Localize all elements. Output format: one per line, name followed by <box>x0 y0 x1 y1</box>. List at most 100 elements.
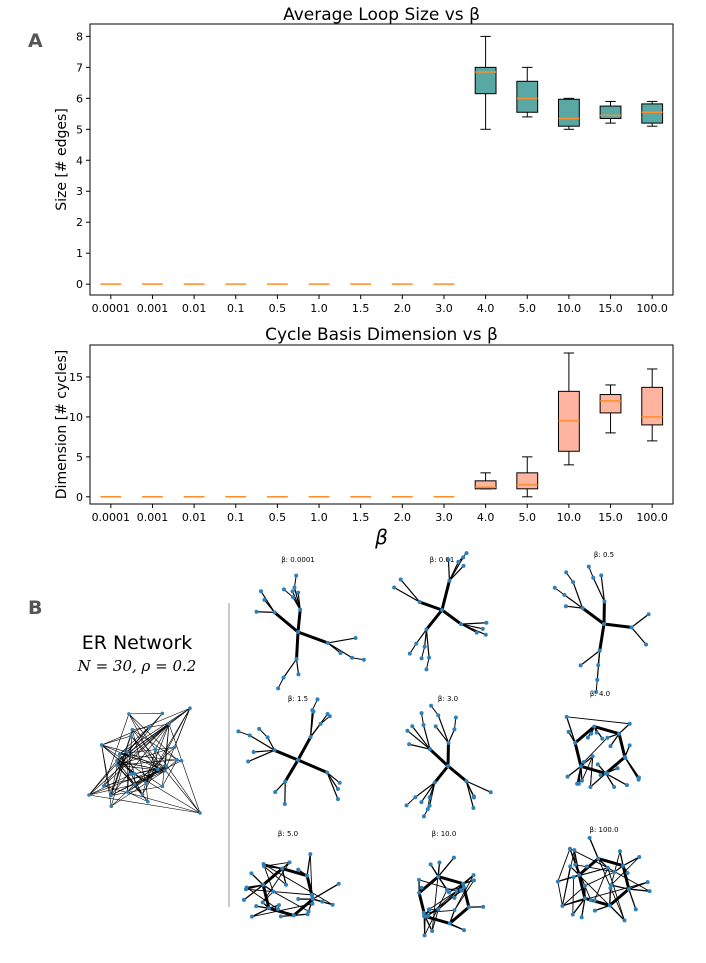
graph-node <box>437 860 442 865</box>
graph-node <box>417 877 422 882</box>
graph-node <box>272 748 277 753</box>
graph-node <box>581 759 586 764</box>
graph-edge <box>566 716 576 744</box>
graph-node <box>481 904 486 909</box>
graph-edge <box>263 863 333 906</box>
graph-edge <box>280 914 294 917</box>
box-5.0 <box>516 66 539 118</box>
graph-edge <box>296 609 302 633</box>
graph-edge <box>594 867 609 901</box>
er-network-params: N = 30, ρ = 0.2 <box>77 657 197 675</box>
graph-node <box>612 784 617 789</box>
tree-graph-6: β: 4.0 <box>564 690 641 789</box>
graph-node <box>109 804 114 808</box>
graph-edge <box>101 744 135 775</box>
graph-node <box>462 928 467 933</box>
x-tick-label: 100.0 <box>636 302 668 315</box>
graph-node <box>579 915 584 920</box>
graph-node <box>308 735 313 740</box>
box-iqr <box>599 394 622 414</box>
x-tick-label: 15.0 <box>598 302 623 315</box>
box-10.0 <box>557 97 580 130</box>
graph-node <box>592 908 597 913</box>
graph-node <box>281 587 286 592</box>
graph-node <box>283 882 288 887</box>
graph-node <box>552 585 557 590</box>
graph-title: β: 5.0 <box>278 830 298 838</box>
graph-node <box>446 890 451 895</box>
graph-edge <box>617 733 627 758</box>
graph-node <box>423 914 428 919</box>
graph-node <box>425 807 430 812</box>
graph-node <box>590 754 595 759</box>
graph-node <box>167 722 171 726</box>
graph-edge <box>605 772 628 786</box>
graph-node <box>257 726 262 731</box>
graph-edge <box>607 867 625 921</box>
graph-node <box>636 775 641 780</box>
box-iqr <box>516 80 539 113</box>
graph-edge <box>164 708 191 771</box>
graph-edge <box>119 753 182 762</box>
graph-edge <box>557 848 571 882</box>
graph-edge <box>110 751 128 807</box>
graph-edge <box>568 731 576 744</box>
graph-edge <box>595 679 598 692</box>
graph-node <box>282 801 287 806</box>
graph-edge <box>440 580 451 611</box>
graph-title: β: 100.0 <box>589 826 618 834</box>
graph-node <box>451 855 456 860</box>
graph-node <box>484 620 489 625</box>
graph-node <box>428 862 433 867</box>
y-tick-label: 15 <box>69 371 83 384</box>
graph-node <box>421 910 426 915</box>
box-5.0 <box>516 456 539 498</box>
chart-title: Cycle Basis Dimension vs β <box>265 325 498 345</box>
graph-node <box>573 740 578 745</box>
graph-node <box>392 585 397 590</box>
graph-edge <box>580 755 594 767</box>
graph-edge <box>309 854 313 895</box>
er-network-graph <box>87 706 202 815</box>
graph-node <box>588 784 593 789</box>
graph-node <box>271 889 276 894</box>
graph-edge <box>583 737 608 763</box>
graph-edge <box>145 770 166 784</box>
graph-node <box>464 779 469 784</box>
graph-node <box>594 689 599 694</box>
graph-node <box>275 907 280 912</box>
graph-node <box>310 901 315 906</box>
graph-node <box>87 793 91 797</box>
graph-edge <box>572 877 575 915</box>
graph-node <box>117 752 122 756</box>
graph-node <box>236 729 241 734</box>
x-tick-label: 100.0 <box>636 511 668 524</box>
graph-edge <box>101 735 132 746</box>
graph-edge <box>564 594 583 609</box>
x-tick-label: 0.0001 <box>92 302 131 315</box>
graph-edge <box>603 622 632 629</box>
graph-node <box>572 848 577 853</box>
graph-node <box>361 657 366 662</box>
graph-edge <box>263 599 275 613</box>
graph-node <box>471 805 476 810</box>
graph-edge <box>407 730 431 750</box>
graph-node <box>568 864 573 869</box>
graph-node <box>627 721 632 726</box>
graph-edge <box>581 898 586 918</box>
graph-node <box>305 873 310 878</box>
graph-edge <box>145 724 170 784</box>
graph-edge <box>435 726 449 744</box>
x-tick-label: 3.0 <box>435 302 453 315</box>
graph-node <box>198 811 202 815</box>
graph-edge <box>256 905 270 909</box>
graph-node <box>325 770 330 775</box>
graph-edge <box>142 708 191 795</box>
graph-node <box>626 887 631 892</box>
graph-node <box>446 740 451 745</box>
graph-node <box>261 882 266 887</box>
graph-edge <box>608 887 630 907</box>
graph-edge <box>425 890 463 918</box>
graph-edge <box>283 759 300 783</box>
x-tick-label: 4.0 <box>477 302 495 315</box>
